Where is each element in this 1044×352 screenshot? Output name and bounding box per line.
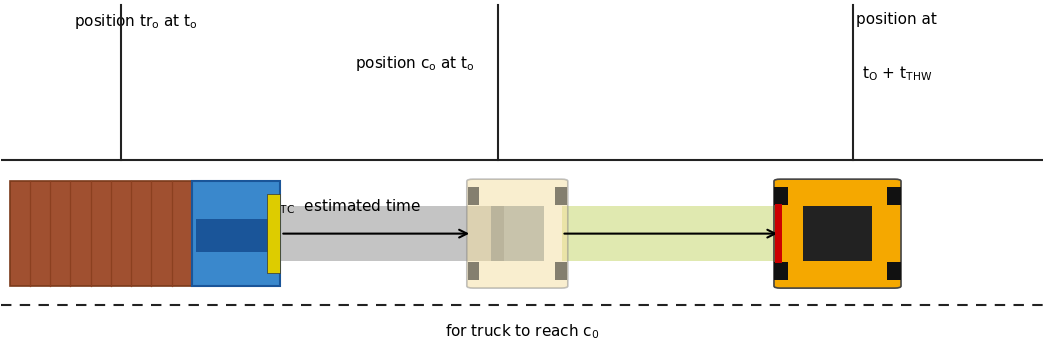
- Bar: [555, 263, 567, 280]
- Bar: [281, 206, 504, 261]
- Bar: [775, 204, 782, 263]
- Bar: [886, 187, 901, 205]
- Bar: [267, 194, 281, 274]
- Text: position at: position at: [856, 12, 938, 27]
- Bar: [491, 206, 544, 261]
- Bar: [196, 219, 269, 252]
- Text: t$_\mathregular{O}$ + t$_\mathregular{THW}$: t$_\mathregular{O}$ + t$_\mathregular{TH…: [861, 64, 932, 83]
- Text: position c$_\mathregular{o}$ at t$_\mathregular{o}$: position c$_\mathregular{o}$ at t$_\math…: [355, 54, 475, 73]
- FancyBboxPatch shape: [774, 179, 901, 288]
- Bar: [468, 187, 479, 205]
- Bar: [468, 263, 479, 280]
- Text: t$_\mathregular{TTC}$  estimated time: t$_\mathregular{TTC}$ estimated time: [267, 197, 421, 216]
- Bar: [886, 263, 901, 280]
- Bar: [192, 181, 281, 286]
- FancyBboxPatch shape: [467, 179, 568, 288]
- Text: position tr$_\mathregular{o}$ at t$_\mathregular{o}$: position tr$_\mathregular{o}$ at t$_\mat…: [74, 12, 198, 31]
- Bar: [803, 206, 872, 261]
- Bar: [774, 187, 788, 205]
- Bar: [774, 263, 788, 280]
- Bar: [555, 187, 567, 205]
- Text: for truck to reach c$_\mathregular{0}$: for truck to reach c$_\mathregular{0}$: [445, 323, 599, 341]
- Bar: [562, 206, 780, 261]
- Bar: [9, 181, 192, 286]
